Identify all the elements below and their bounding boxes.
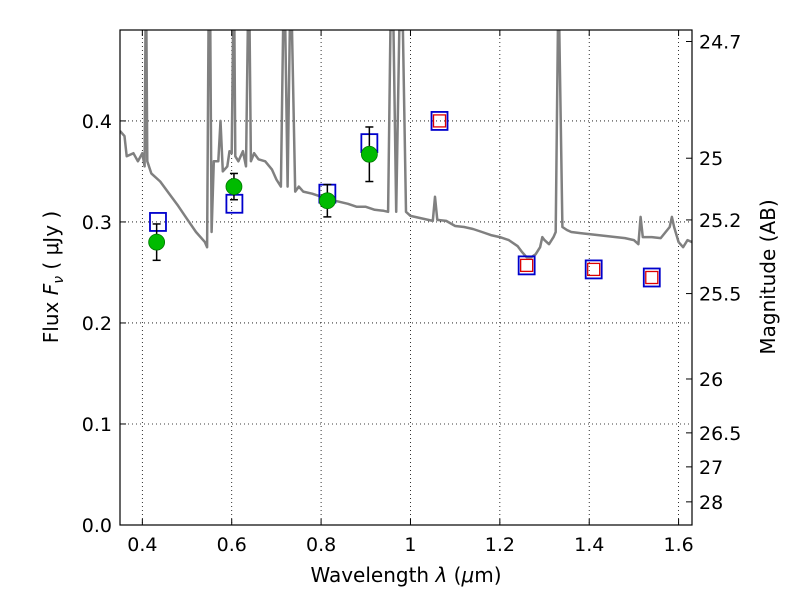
x-tick-label: 1.4 [574, 534, 604, 556]
model-point-blue [430, 111, 449, 131]
observed-point [148, 233, 166, 251]
x-tick-label: 0.4 [127, 534, 157, 556]
series-layer [120, 30, 692, 288]
y-tick-label: 0.1 [82, 414, 112, 436]
y-tick-label: 0.2 [82, 313, 112, 335]
y2-tick-label: 26.5 [699, 423, 741, 445]
observed-point [225, 178, 243, 195]
y-axis-title-symbol: F [39, 283, 63, 295]
y2-tick-label: 26 [699, 369, 723, 391]
x-axis-title: Wavelength λ (μm) [310, 563, 501, 587]
x-axis-title-unit: m) [474, 563, 501, 587]
model-point-blue [149, 212, 167, 232]
x-axis-title-paren-open: ( [447, 563, 461, 587]
spectrum-line [120, 30, 692, 259]
y-axis-title-subscript: ν [51, 276, 67, 284]
y2-tick-label: 25.5 [699, 284, 741, 306]
y-axis-title-unit: ( μJy ) [39, 211, 63, 276]
y2-tick-label: 27 [699, 457, 723, 479]
model-point-red [432, 114, 447, 128]
plot-frame [119, 29, 693, 526]
axes-frame [119, 29, 693, 526]
ticks: 0.4 0.6 0.8 1 1.2 1.4 1.6 0.0 0.1 0.2 0.3 0.4 24.7 25… [82, 30, 741, 556]
y2-axis-title: Magnitude (AB) [756, 199, 780, 354]
observed-point [318, 192, 336, 210]
x-tick-label: 1 [404, 534, 416, 556]
x-axis-title-unit-prefix: μ [460, 563, 474, 587]
x-tick-label: 0.8 [306, 534, 336, 556]
x-axis-title-symbol: λ [434, 563, 447, 587]
model-point-red [587, 262, 601, 277]
observed-point [360, 145, 378, 163]
model-point-blue [584, 259, 603, 280]
model-point-blue [517, 255, 536, 276]
y-axis-title-flux: Flux [39, 295, 63, 343]
y-axis-title: Flux Fν ( μJy ) [39, 211, 67, 343]
x-tick-label: 1.2 [485, 534, 515, 556]
x-tick-label: 0.6 [217, 534, 247, 556]
model-point-red [520, 258, 534, 273]
y-tick-label: 0.4 [82, 111, 112, 133]
model-point-red [645, 270, 659, 285]
y-tick-label: 0.0 [82, 515, 112, 537]
x-axis-title-text: Wavelength [310, 563, 435, 587]
model-point-blue [642, 267, 661, 288]
y2-tick-label: 25 [699, 148, 723, 170]
y2-tick-label: 28 [699, 492, 723, 514]
y2-tick-label: 25.2 [699, 210, 741, 232]
y2-tick-label: 24.7 [699, 31, 741, 53]
y-tick-label: 0.3 [82, 212, 112, 234]
x-tick-label: 1.6 [663, 534, 693, 556]
